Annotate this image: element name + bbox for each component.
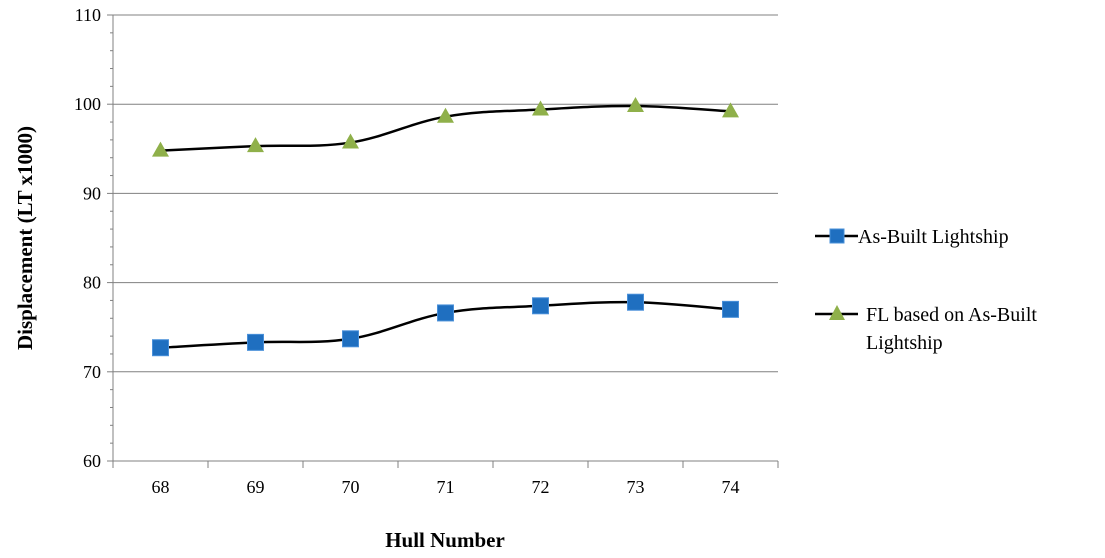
x-tick-label-71: 71 — [437, 477, 455, 497]
y-tick-label: 110 — [75, 5, 101, 25]
data-point-square-68 — [152, 339, 169, 357]
legend-label-fl-line2: Lightship — [866, 332, 943, 354]
legend-label-as-built: As-Built Lightship — [858, 226, 1009, 248]
data-point-square-69 — [247, 333, 264, 351]
x-tick-labels: 68 69 70 71 72 73 74 — [152, 477, 740, 497]
x-tick-label-70: 70 — [342, 477, 360, 497]
y-tick-label: 90 — [83, 183, 101, 203]
data-point-triangle-68 — [152, 141, 169, 157]
y-tick-labels: 60 70 80 90 100 110 — [74, 5, 101, 471]
x-tick-label-72: 72 — [532, 477, 550, 497]
legend-item-as-built-lightship: As-Built Lightship — [815, 226, 1009, 248]
data-point-triangle-74 — [722, 102, 739, 118]
series-markers — [152, 96, 739, 357]
x-axis-title: Hull Number — [385, 528, 505, 552]
data-point-triangle-69 — [247, 137, 264, 153]
legend-square-marker — [829, 228, 845, 244]
grid-lines — [107, 14, 779, 468]
data-point-square-72 — [532, 297, 549, 315]
legend-item-fl-based: FL based on As-Built Lightship — [815, 304, 1037, 354]
y-tick-label: 80 — [83, 273, 101, 293]
data-point-square-71 — [437, 304, 454, 322]
x-tick-label-73: 73 — [627, 477, 645, 497]
y-tick-label: 70 — [83, 362, 101, 382]
data-point-triangle-71 — [437, 107, 454, 123]
data-point-triangle-72 — [532, 100, 549, 116]
data-point-triangle-73 — [627, 96, 644, 112]
legend-triangle-marker — [829, 305, 845, 320]
legend-label-fl-line1: FL based on As-Built — [866, 304, 1037, 326]
x-tick-label-68: 68 — [152, 477, 170, 497]
y-tick-label: 60 — [83, 451, 101, 471]
data-point-square-73 — [627, 293, 644, 311]
axes — [112, 15, 778, 462]
x-tick-label-74: 74 — [722, 477, 740, 497]
legend: As-Built Lightship FL based on As-Built … — [815, 226, 1037, 354]
y-axis-title: Displacement (LT x1000) — [13, 126, 37, 350]
data-point-square-74 — [722, 300, 739, 318]
data-point-triangle-70 — [342, 133, 359, 149]
y-tick-label: 100 — [74, 94, 101, 114]
x-tick-label-69: 69 — [247, 477, 265, 497]
data-point-square-70 — [342, 330, 359, 348]
